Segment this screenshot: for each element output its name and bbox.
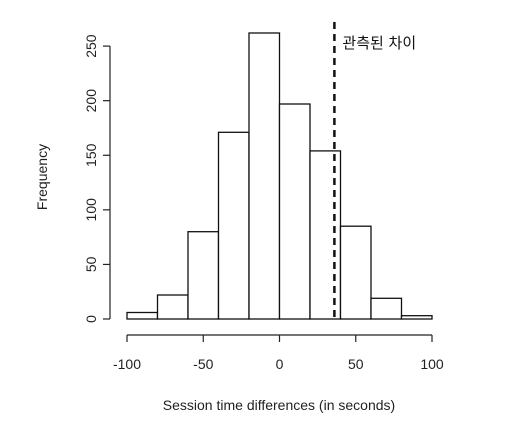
y-tick-label-1: 50 <box>83 256 99 272</box>
histogram-bar-2 <box>187 231 220 320</box>
x-tick-label-4: 100 <box>420 356 444 372</box>
y-tick-label-4: 200 <box>83 89 99 113</box>
histogram-bar-4 <box>248 32 281 320</box>
x-tick-label-1: -50 <box>193 356 213 372</box>
y-tick-label-2: 100 <box>83 198 99 222</box>
x-tick-label-0: -100 <box>113 356 141 372</box>
x-axis: -100 -50 0 50 100 <box>113 334 444 372</box>
histogram-bar-7 <box>339 225 372 320</box>
x-tick-label-3: 50 <box>348 356 364 372</box>
histogram-bar-8 <box>370 297 403 320</box>
histogram-bar-9 <box>400 315 433 320</box>
y-tick-label-3: 150 <box>83 143 99 167</box>
x-axis-title: Session time differences (in seconds) <box>163 397 395 413</box>
histogram-bar-5 <box>278 103 311 320</box>
histogram-bar-0 <box>126 311 159 320</box>
y-tick-label-5: 250 <box>83 34 99 58</box>
observed-difference-label: 관측된 차이 <box>342 34 416 52</box>
histogram-bar-6 <box>309 150 342 320</box>
y-axis: 0 50 100 150 200 250 <box>83 34 111 323</box>
observed-difference-line-group: 관측된 차이 <box>333 22 416 319</box>
histogram-bar-1 <box>156 294 189 320</box>
y-tick-label-0: 0 <box>83 315 99 323</box>
x-tick-label-2: 0 <box>276 356 284 372</box>
y-axis-title: Frequency <box>34 144 50 210</box>
histogram-bars <box>126 32 433 320</box>
histogram-bar-3 <box>217 131 250 320</box>
